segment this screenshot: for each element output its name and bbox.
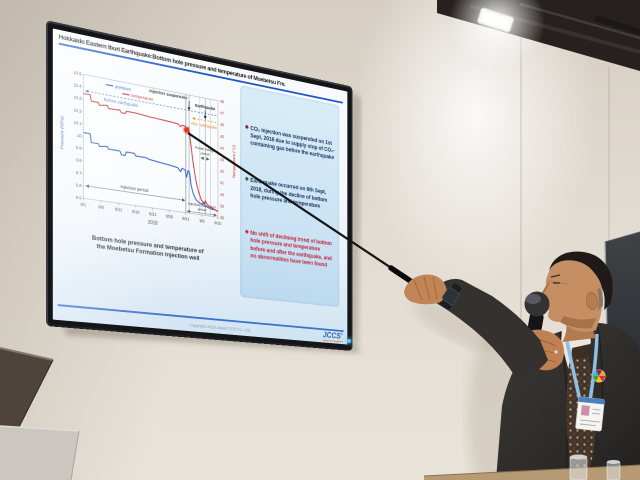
presenter-shadow (468, 332, 520, 480)
svg-text:10.1: 10.1 (74, 120, 82, 126)
svg-text:9.5: 9.5 (76, 195, 82, 201)
svg-text:40: 40 (220, 192, 224, 197)
diamond-bullet-icon: ◆ (245, 124, 249, 147)
svg-text:9/10: 9/10 (214, 220, 221, 226)
svg-text:8/16: 8/16 (132, 209, 140, 215)
side-panel (605, 232, 640, 478)
arm-shadow (408, 291, 502, 359)
svg-text:45: 45 (220, 134, 224, 139)
svg-text:10.5: 10.5 (74, 70, 82, 77)
svg-text:9.9: 9.9 (76, 145, 82, 151)
svg-text:44: 44 (220, 145, 224, 150)
svg-text:10.3: 10.3 (74, 95, 82, 102)
svg-text:10: 10 (77, 133, 82, 139)
svg-text:8/6: 8/6 (98, 204, 104, 210)
diamond-bullet-icon: ◆ (245, 177, 249, 200)
spotlight-lamp (449, 0, 545, 70)
bullet-item: ◆ Earthquake occurred on 6th Sept, 2018,… (245, 177, 335, 213)
svg-text:47: 47 (220, 110, 224, 115)
svg-text:8/31: 8/31 (182, 216, 190, 222)
presentation-slide: Hokkaido Eastern Iburi Earthquake:Bottom… (53, 28, 348, 344)
svg-text:Temperature (°C): Temperature (°C) (232, 144, 237, 179)
svg-text:9.6: 9.6 (76, 182, 82, 188)
svg-text:46: 46 (220, 122, 224, 127)
spotlight-glow (449, 0, 545, 70)
exhibition-booth-photo: Hokkaido Eastern Iburi Earthquake:Bottom… (0, 0, 640, 480)
bullet-text: No shift of declining trend of bottom ho… (250, 230, 334, 270)
svg-text:2018: 2018 (148, 220, 158, 227)
bullet-panel: ◆ CO₂ injection was suspended on 1st Sep… (240, 85, 339, 307)
bullet-text: Earthquake occurred on 6th Sept, 2018, d… (250, 177, 334, 212)
svg-text:39: 39 (220, 203, 224, 208)
svg-text:10.2: 10.2 (74, 107, 82, 113)
diamond-bullet-icon: ◆ (245, 229, 249, 260)
svg-text:8/11: 8/11 (115, 207, 123, 213)
jccs-logo: JCCS® (323, 331, 343, 342)
svg-text:43: 43 (220, 157, 224, 162)
svg-text:8/1: 8/1 (81, 202, 87, 208)
svg-text:42: 42 (220, 169, 224, 174)
svg-text:38: 38 (220, 215, 224, 220)
svg-text:41: 41 (220, 180, 224, 185)
svg-text:9/5: 9/5 (199, 218, 205, 223)
svg-text:9.7: 9.7 (76, 170, 82, 176)
svg-text:Pressure (MPa): Pressure (MPa) (60, 115, 66, 150)
svg-text:8/21: 8/21 (149, 211, 157, 217)
svg-text:48: 48 (220, 99, 224, 104)
svg-text:8/26: 8/26 (166, 214, 174, 220)
bullet-text: CO₂ injection was suspended on 1st Sept,… (250, 125, 334, 163)
bullet-item: ◆ CO₂ injection was suspended on 1st Sep… (245, 124, 335, 163)
tv-power-led (347, 339, 351, 343)
svg-text:10.4: 10.4 (74, 82, 82, 89)
svg-text:9.8: 9.8 (76, 157, 82, 163)
bullet-item: ◆ No shift of declining trend of bottom … (245, 229, 335, 270)
pressure-temperature-chart: 10.5 48 10.4 47 10.3 46 10.2 45 10.1 44 10 43 9.9 42 9… (59, 48, 238, 251)
slide-footer-copyright: Copyright 2018 Japan CCS Co., Ltd. (189, 323, 251, 333)
